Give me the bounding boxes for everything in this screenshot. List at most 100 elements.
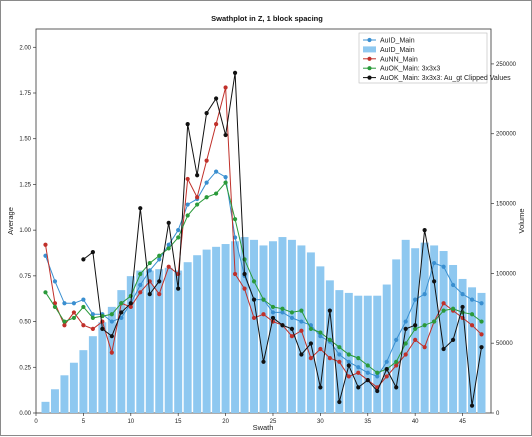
series-point [308, 341, 313, 346]
series-point [479, 301, 484, 306]
series-point [214, 96, 219, 101]
series-point [432, 279, 437, 284]
series-point [100, 326, 105, 331]
y-tick-label: 0.75 [19, 274, 31, 280]
series-point [52, 279, 58, 284]
legend-marker [367, 66, 372, 71]
y-tick-label: 2.00 [19, 45, 31, 51]
y-tick-label: 1.00 [19, 228, 31, 234]
series-point [43, 290, 48, 295]
series-point [432, 319, 437, 324]
volume-bar [221, 244, 230, 413]
series-point [166, 242, 171, 247]
volume-bar [193, 255, 202, 413]
y-axis-label: Average [6, 207, 15, 235]
series-point [318, 330, 323, 335]
volume-bar [60, 375, 69, 413]
volume-bar [363, 295, 372, 413]
volume-bar [382, 284, 391, 413]
series-point [394, 337, 399, 342]
legend-label: AuOK_Main: 3x3x3 [380, 66, 440, 73]
x-tick-label: 35 [364, 419, 371, 425]
series-point [299, 308, 304, 313]
x-tick-label: 15 [175, 419, 182, 425]
legend-label: AuID_Main [380, 47, 415, 54]
series-point [289, 310, 295, 315]
volume-bar [41, 401, 50, 413]
volume-bar [477, 292, 486, 413]
series-point [157, 253, 162, 258]
volume-bar [468, 287, 477, 413]
volume-bar [354, 295, 363, 413]
x-tick-label: 45 [459, 419, 466, 425]
series-point [195, 202, 200, 207]
series-point [176, 228, 181, 233]
series-point [346, 352, 351, 357]
volume-bar [202, 249, 211, 413]
series-point [384, 374, 389, 379]
volume-bar [439, 251, 448, 413]
series-point [375, 374, 380, 379]
series-point [223, 180, 228, 185]
series-point [337, 345, 342, 350]
series-point [299, 328, 304, 333]
legend-label: AuOK_Main: 3x3x3: Au_gt Clipped Values [380, 75, 511, 82]
volume-bar [145, 270, 154, 413]
series-point [270, 304, 276, 310]
series-point [460, 292, 465, 297]
series-point [176, 286, 181, 291]
series-point [356, 370, 361, 375]
series-point [204, 180, 209, 185]
series-point [157, 257, 162, 262]
legend-box [358, 32, 488, 84]
volume-bar [98, 322, 107, 413]
y-tick-label: 1.75 [19, 91, 31, 97]
series-point [62, 319, 67, 324]
volume-bar [183, 262, 192, 413]
series-point [138, 271, 143, 277]
series-point [280, 306, 285, 311]
series-point [195, 195, 200, 200]
series-point [318, 385, 323, 390]
series-point [81, 297, 86, 302]
series-point [232, 235, 238, 240]
series-point [280, 323, 285, 328]
series-point [223, 132, 228, 138]
volume-bar [306, 252, 315, 413]
series-point [327, 356, 332, 361]
volume-bar [401, 239, 410, 413]
legend-marker [367, 56, 372, 61]
series-point [270, 315, 276, 321]
series-point [356, 385, 361, 390]
series-point [346, 359, 351, 364]
series-point [413, 326, 418, 331]
series-point [214, 121, 219, 127]
volume-bar [117, 290, 126, 413]
series-point [261, 312, 266, 317]
volume-bar [420, 242, 429, 413]
series-point [261, 359, 266, 364]
series-point [119, 310, 124, 315]
series-point [422, 345, 427, 350]
series-point [318, 346, 323, 352]
series-point [365, 363, 370, 368]
volume-bar [126, 276, 135, 413]
series-point [479, 332, 484, 337]
series-point [337, 399, 342, 405]
series-point [71, 315, 77, 321]
series-point [223, 175, 228, 180]
volume-bar [136, 270, 145, 413]
series-point [375, 388, 380, 394]
series-point [71, 301, 77, 306]
series-point [289, 334, 295, 339]
series-point [346, 363, 351, 368]
x-axis-ticks: 0 5 10 15 20 25 30 35 40 45 [34, 413, 467, 425]
series-point [422, 292, 427, 297]
series-point [356, 365, 361, 370]
volume-bar [88, 336, 97, 413]
y-tick-label: 1.25 [19, 182, 31, 188]
series-point [43, 253, 48, 258]
series-point [337, 352, 342, 357]
series-point [289, 326, 295, 331]
volume-bar [325, 280, 334, 413]
